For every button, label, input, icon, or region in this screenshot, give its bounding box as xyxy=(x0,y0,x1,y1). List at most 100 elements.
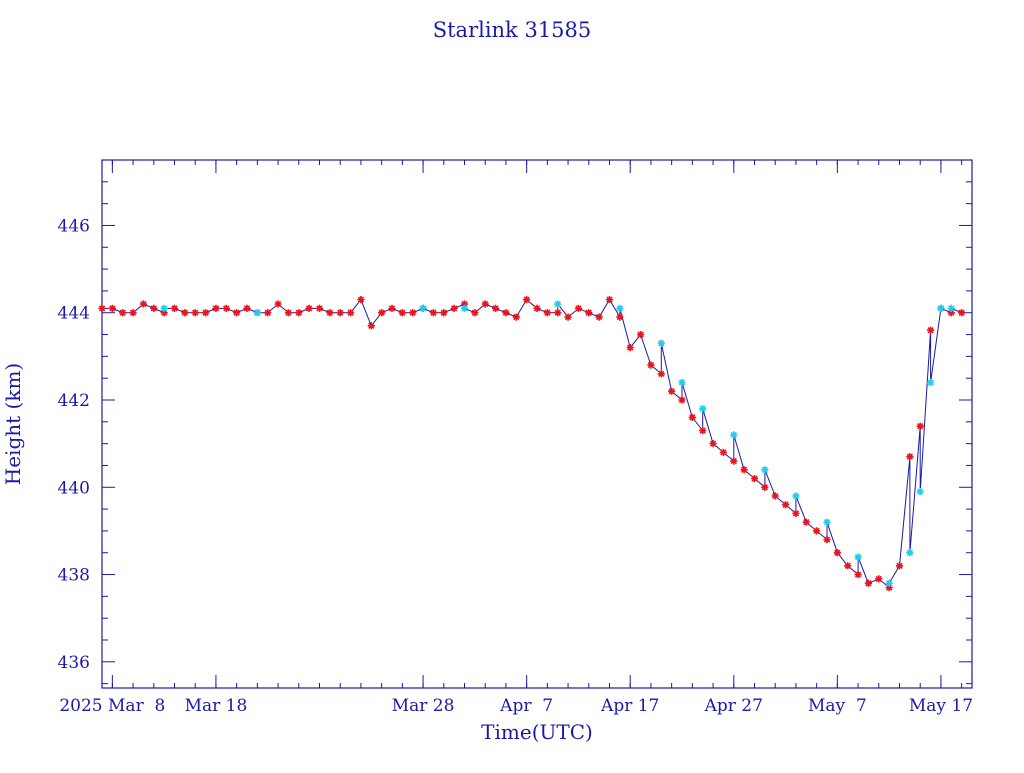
data-point-star xyxy=(916,488,924,496)
data-point-star xyxy=(616,304,624,312)
data-point-star xyxy=(750,474,759,483)
y-tick-label: 436 xyxy=(58,653,90,673)
data-point-star xyxy=(833,549,841,557)
data-point-star xyxy=(585,309,593,317)
data-point-star xyxy=(440,309,448,317)
data-point-star xyxy=(388,304,396,312)
data-point-star xyxy=(616,313,624,321)
x-tick-label: May 7 xyxy=(808,696,867,716)
data-point-star xyxy=(740,466,748,474)
data-point-star xyxy=(409,309,417,317)
data-point-star xyxy=(471,309,479,317)
data-point-star xyxy=(657,339,665,347)
data-point-star xyxy=(346,309,355,317)
x-axis: 2025 Mar 8 Mar 18 Mar 28 Apr 7 Apr 17 Apr 27 M… xyxy=(59,160,973,716)
data-point-star xyxy=(699,405,707,413)
series-line xyxy=(102,298,962,589)
data-point-star xyxy=(429,309,438,317)
x-tick-label: Apr 27 xyxy=(704,696,763,716)
data-point-star xyxy=(523,296,531,304)
data-point-star xyxy=(574,304,583,312)
data-point-star xyxy=(792,509,800,518)
data-point-star xyxy=(502,309,510,317)
data-point-star xyxy=(543,309,551,317)
data-point-star xyxy=(160,309,168,317)
x-tick-label: Mar 28 xyxy=(392,696,455,716)
data-point-star xyxy=(222,304,230,312)
data-point-star xyxy=(926,326,935,334)
data-point-star xyxy=(647,361,655,369)
data-point-star xyxy=(398,309,406,317)
data-point-star xyxy=(926,378,935,387)
data-point-star xyxy=(885,584,893,592)
data-point-star xyxy=(305,304,313,312)
data-point-star xyxy=(823,536,831,544)
data-point-star xyxy=(295,309,303,317)
data-point-star xyxy=(533,304,541,312)
data-point-star xyxy=(212,304,220,312)
data-point-star xyxy=(864,579,873,587)
data-point-star xyxy=(419,304,427,312)
data-point-star xyxy=(730,431,738,439)
data-point-star xyxy=(823,518,831,526)
data-point-star xyxy=(678,378,686,387)
data-point-star xyxy=(481,300,489,308)
data-point-star xyxy=(947,304,955,312)
x-tick-label: 2025 Mar 8 xyxy=(59,696,165,716)
data-point-star xyxy=(554,300,562,308)
data-point-star xyxy=(460,300,469,308)
data-point-star xyxy=(678,396,686,404)
data-point-star xyxy=(139,300,148,308)
data-point-star xyxy=(730,457,738,465)
data-point-star xyxy=(98,304,106,312)
data-point-star xyxy=(367,322,375,330)
data-point-star xyxy=(854,553,862,561)
x-tick-label: Apr 17 xyxy=(600,696,659,716)
data-point-star xyxy=(916,422,924,430)
y-tick-label: 446 xyxy=(58,216,90,236)
data-point-star xyxy=(657,370,665,378)
data-point-star xyxy=(906,453,914,461)
data-point-star xyxy=(595,313,603,321)
data-point-star xyxy=(937,304,945,312)
data-point-star xyxy=(688,413,696,422)
data-point-star xyxy=(512,313,520,321)
data-point-star xyxy=(284,309,293,317)
data-point-star xyxy=(854,570,862,579)
data-point-star xyxy=(554,309,562,317)
y-tick-label: 444 xyxy=(58,304,90,324)
data-point-star xyxy=(626,344,634,352)
y-axis-label: Height (km) xyxy=(1,363,25,485)
data-point-star xyxy=(326,309,334,317)
data-point-star xyxy=(201,309,210,317)
data-point-star xyxy=(947,309,955,317)
data-point-star xyxy=(761,483,769,491)
data-point-star xyxy=(160,304,168,312)
x-tick-label: Mar 18 xyxy=(185,696,248,716)
data-point-star xyxy=(844,562,852,570)
data-point-star xyxy=(170,304,179,312)
data-point-star xyxy=(761,466,769,474)
data-point-star xyxy=(875,575,883,583)
data-point-star xyxy=(378,309,386,317)
data-point-star xyxy=(150,304,158,312)
x-tick-label: Apr 7 xyxy=(499,696,553,716)
data-point-star xyxy=(771,492,779,500)
data-point-star xyxy=(450,304,458,312)
y-tick-label: 440 xyxy=(58,478,90,498)
data-point-star xyxy=(191,309,199,317)
data-point-star xyxy=(906,549,914,557)
data-point-star xyxy=(253,309,261,317)
data-point-star xyxy=(460,304,469,312)
y-tick-label: 438 xyxy=(58,566,90,586)
chart-title: Starlink 31585 xyxy=(433,18,592,42)
data-point-star xyxy=(336,309,344,317)
data-point-star xyxy=(636,330,645,339)
data-point-star xyxy=(119,309,127,317)
y-tick-label: 442 xyxy=(58,391,90,411)
data-point-star xyxy=(668,387,676,395)
data-point-star xyxy=(233,309,241,317)
data-point-star xyxy=(315,304,324,312)
data-markers xyxy=(98,296,966,592)
